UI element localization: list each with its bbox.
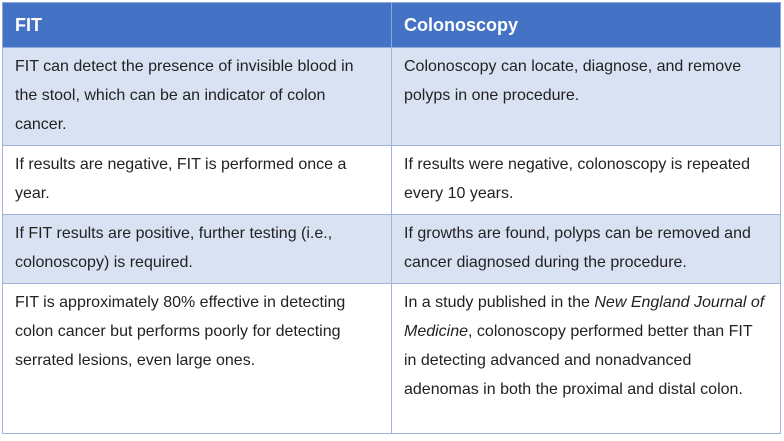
- colonoscopy-text-post: , colonoscopy performed better than FIT …: [404, 323, 753, 398]
- colonoscopy-cell: If results were negative, colonoscopy is…: [391, 145, 781, 215]
- table-row: FIT is approximately 80% effective in de…: [2, 283, 781, 434]
- colonoscopy-cell: Colonoscopy can locate, diagnose, and re…: [391, 47, 781, 146]
- header-row: FIT Colonoscopy: [2, 2, 781, 48]
- table-row: If results are negative, FIT is performe…: [2, 145, 781, 215]
- fit-cell: If FIT results are positive, further tes…: [2, 214, 392, 284]
- fit-cell: FIT can detect the presence of invisible…: [2, 47, 392, 146]
- fit-vs-colonoscopy-table: FIT Colonoscopy FIT can detect the prese…: [2, 2, 781, 434]
- header-colonoscopy: Colonoscopy: [391, 2, 781, 48]
- fit-cell: FIT is approximately 80% effective in de…: [2, 283, 392, 434]
- table-row: If FIT results are positive, further tes…: [2, 214, 781, 284]
- header-fit: FIT: [2, 2, 392, 48]
- colonoscopy-cell: If growths are found, polyps can be remo…: [391, 214, 781, 284]
- fit-cell: If results are negative, FIT is performe…: [2, 145, 392, 215]
- colonoscopy-text-pre: In a study published in the: [404, 294, 595, 311]
- colonoscopy-cell: In a study published in the New England …: [391, 283, 781, 434]
- journal-title: New England Journal of Medicine: [404, 294, 765, 340]
- table-row: FIT can detect the presence of invisible…: [2, 47, 781, 146]
